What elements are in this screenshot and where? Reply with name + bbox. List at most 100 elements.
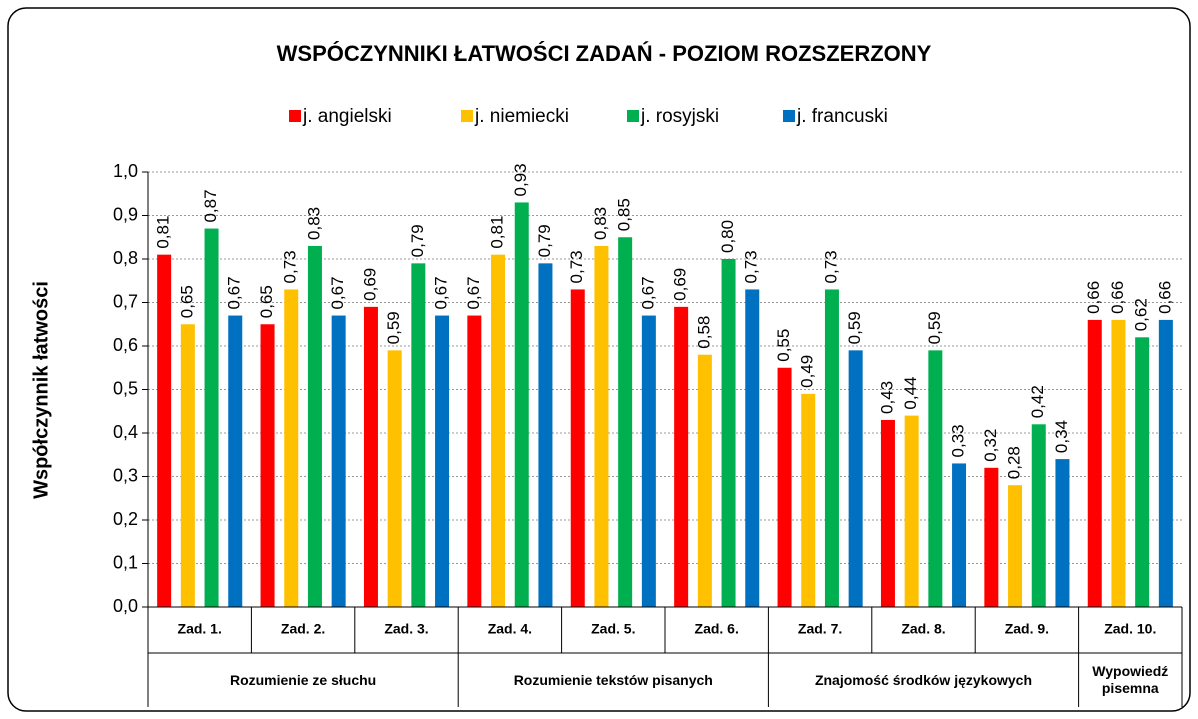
bar — [363, 306, 378, 607]
y-tick-label: 0,1 — [113, 552, 138, 572]
data-label: 0,83 — [304, 207, 323, 240]
data-label: 0,83 — [591, 207, 610, 240]
x-tick-label: Zad. 3. — [384, 621, 428, 637]
data-label: 0,93 — [511, 163, 530, 196]
legend-label: j. angielski — [302, 106, 392, 127]
bar — [721, 259, 736, 607]
x-tick-label: Zad. 9. — [1005, 621, 1049, 637]
data-label: 0,79 — [535, 224, 554, 257]
data-label: 0,67 — [225, 276, 244, 309]
data-label: 0,67 — [638, 276, 657, 309]
legend-swatch — [783, 110, 795, 122]
group-label: Wypowiedź pisemna — [1092, 663, 1169, 696]
bar — [848, 350, 863, 607]
y-tick-label: 0,5 — [113, 378, 138, 398]
bar — [594, 245, 609, 607]
data-label: 0,66 — [1084, 281, 1103, 314]
data-label: 0,62 — [1132, 298, 1151, 331]
bar — [1111, 319, 1126, 607]
data-label: 0,49 — [798, 355, 817, 388]
data-label: 0,80 — [718, 220, 737, 253]
bar — [411, 263, 426, 607]
data-label: 0,85 — [615, 198, 634, 231]
data-label: 0,32 — [981, 429, 1000, 462]
bar — [674, 306, 689, 607]
data-label: 0,55 — [774, 329, 793, 362]
bar — [307, 245, 322, 607]
bar — [1087, 319, 1102, 607]
bar — [570, 289, 585, 607]
bar — [1135, 337, 1150, 607]
y-tick-label: 0,0 — [113, 596, 138, 616]
data-label: 0,66 — [1108, 281, 1127, 314]
data-label: 0,73 — [281, 250, 300, 283]
bar — [228, 315, 243, 607]
data-label: 0,67 — [432, 276, 451, 309]
bar — [260, 324, 275, 607]
bar — [1031, 424, 1046, 607]
bar — [491, 254, 506, 607]
data-label: 0,79 — [408, 224, 427, 257]
data-label: 0,69 — [360, 268, 379, 301]
legend-swatch — [627, 110, 639, 122]
bar — [641, 315, 656, 607]
data-label: 0,42 — [1028, 385, 1047, 418]
data-label: 0,87 — [201, 189, 220, 222]
bar — [538, 263, 553, 607]
y-tick-label: 0,6 — [113, 335, 138, 355]
bar — [824, 289, 839, 607]
y-tick-label: 0,9 — [113, 204, 138, 224]
x-tick-label: Zad. 8. — [901, 621, 945, 637]
x-tick-label: Zad. 6. — [695, 621, 739, 637]
data-label: 0,67 — [464, 276, 483, 309]
bar — [697, 354, 712, 607]
data-label: 0,59 — [845, 311, 864, 344]
bar — [1055, 459, 1070, 607]
data-label: 0,28 — [1005, 446, 1024, 479]
y-tick-label: 0,8 — [113, 248, 138, 268]
data-label: 0,43 — [877, 381, 896, 414]
bar — [928, 350, 943, 607]
bar — [204, 228, 219, 608]
bar — [514, 202, 529, 607]
bar — [801, 393, 816, 607]
data-label: 0,58 — [694, 316, 713, 349]
data-label: 0,65 — [257, 285, 276, 318]
data-label: 0,73 — [821, 250, 840, 283]
data-label: 0,33 — [949, 424, 968, 457]
x-tick-label: Zad. 2. — [281, 621, 325, 637]
bar — [952, 463, 967, 607]
x-tick-label: Zad. 10. — [1104, 621, 1156, 637]
bar — [387, 350, 402, 607]
bar — [1008, 485, 1023, 607]
bar — [331, 315, 346, 607]
y-tick-label: 0,2 — [113, 509, 138, 529]
bar — [904, 415, 919, 607]
y-tick-label: 0,7 — [113, 291, 138, 311]
data-label: 0,73 — [567, 250, 586, 283]
x-tick-label: Zad. 4. — [488, 621, 532, 637]
x-tick-label: Zad. 7. — [798, 621, 842, 637]
legend-label: j. niemiecki — [474, 106, 569, 127]
group-label: Rozumienie ze słuchu — [229, 671, 377, 688]
data-label: 0,69 — [671, 268, 690, 301]
bar — [880, 419, 895, 607]
bar — [180, 324, 195, 607]
y-axis-label: Współczynnik łatwości — [30, 281, 52, 499]
x-tick-label: Zad. 1. — [178, 621, 222, 637]
bar — [984, 467, 999, 607]
y-tick-label: 0,3 — [113, 465, 138, 485]
y-tick-label: 1,0 — [113, 161, 138, 181]
data-label: 0,73 — [742, 250, 761, 283]
legend-label: j. francuski — [796, 106, 888, 127]
bar — [157, 254, 172, 607]
data-label: 0,66 — [1155, 281, 1174, 314]
data-label: 0,81 — [488, 216, 507, 249]
bar — [777, 367, 792, 607]
x-tick-label: Zad. 5. — [591, 621, 635, 637]
group-label: Rozumienie tekstów pisanych — [513, 671, 713, 688]
bar — [284, 289, 299, 607]
chart-border — [7, 7, 1191, 712]
